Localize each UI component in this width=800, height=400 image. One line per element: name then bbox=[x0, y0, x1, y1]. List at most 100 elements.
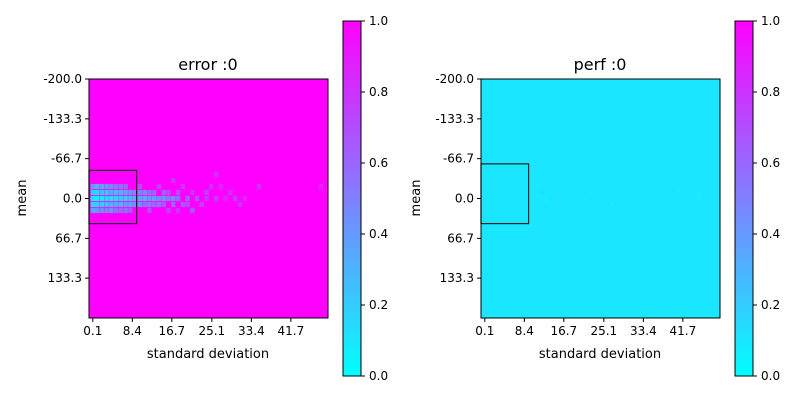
y-tick-label: 66.7 bbox=[55, 231, 82, 245]
heatmap-cell bbox=[142, 201, 147, 208]
heatmap-cell bbox=[204, 195, 209, 202]
heatmap-cell bbox=[94, 201, 100, 208]
colorbar: 0.0 0.2 0.4 0.6 0.8 1.0 bbox=[342, 14, 388, 383]
y-tick-label: -200.0 bbox=[43, 72, 82, 86]
heatmap-cell bbox=[152, 195, 157, 202]
x-axis: 0.1 8.4 16.7 25.1 33.4 41.7 bbox=[83, 318, 304, 338]
y-tick-label: 0.0 bbox=[455, 192, 474, 206]
heatmap-cell bbox=[99, 207, 105, 214]
colorbar-tick-label: 0.2 bbox=[761, 298, 780, 312]
heatmap-cell bbox=[123, 207, 128, 214]
heatmap-cell bbox=[199, 201, 205, 208]
heatmap-cell bbox=[118, 189, 124, 196]
heatmap-cell bbox=[185, 195, 190, 202]
colorbar-tick-label: 0.6 bbox=[369, 156, 388, 170]
y-tick-label: -133.3 bbox=[43, 112, 82, 126]
heatmap-cell bbox=[123, 189, 128, 196]
heatmap-cell bbox=[161, 195, 166, 202]
heatmap-cell bbox=[156, 201, 162, 208]
heatmap-cell bbox=[90, 207, 96, 214]
x-axis-label: standard deviation bbox=[539, 347, 661, 362]
heatmap-cell bbox=[94, 189, 100, 196]
heatmap-cell bbox=[185, 201, 190, 208]
heatmap-cell bbox=[99, 201, 105, 208]
heatmap-cell bbox=[175, 195, 181, 202]
heatmap-cell bbox=[147, 189, 152, 196]
colorbar-tick-label: 0.8 bbox=[369, 85, 388, 99]
heatmap-cell bbox=[137, 189, 143, 196]
heatmap-cell bbox=[180, 201, 185, 208]
heatmap-cell bbox=[137, 183, 143, 190]
heatmap-cell bbox=[237, 201, 243, 208]
x-axis: 0.1 8.4 16.7 25.1 33.4 41.7 bbox=[475, 318, 696, 338]
colorbar-tick-label: 0.6 bbox=[761, 156, 780, 170]
colorbar-tick-label: 0.0 bbox=[369, 369, 388, 383]
heatmap-cell bbox=[171, 201, 176, 208]
heatmap-cell bbox=[147, 201, 152, 208]
heatmap-cell bbox=[166, 189, 171, 196]
heatmap-cell bbox=[94, 195, 100, 202]
colorbar-gradient bbox=[735, 21, 753, 376]
x-tick-label: 8.4 bbox=[515, 324, 534, 338]
heatmap-cell bbox=[118, 207, 124, 214]
y-tick-label: 133.3 bbox=[440, 271, 474, 285]
heatmap-cell bbox=[147, 207, 152, 214]
heatmap-cell bbox=[94, 183, 100, 190]
y-tick-label: -66.7 bbox=[443, 152, 474, 166]
heatmap-cell bbox=[99, 183, 105, 190]
heatmap-cell bbox=[175, 189, 181, 196]
x-tick-label: 41.7 bbox=[278, 324, 305, 338]
chart-panel-error: error :0 0.1 8.4 16.7 25.1 33.4 41.7 -200.0 -1… bbox=[15, 14, 388, 383]
heatmap-cells bbox=[481, 79, 720, 318]
colorbar-tick-label: 0.4 bbox=[369, 227, 388, 241]
heatmap-cell bbox=[242, 195, 247, 202]
heatmap-cell bbox=[152, 201, 157, 208]
heatmap-cell bbox=[137, 195, 143, 202]
heatmap-cell bbox=[142, 195, 147, 202]
heatmap-cell bbox=[147, 195, 152, 202]
heatmap-cell bbox=[90, 201, 96, 208]
heatmap-cell bbox=[132, 201, 138, 208]
heatmap-cell bbox=[213, 172, 219, 178]
heatmap-cell bbox=[161, 201, 166, 208]
colorbar-gradient bbox=[343, 21, 361, 376]
heatmap-cell bbox=[534, 192, 539, 199]
x-tick-label: 16.7 bbox=[158, 324, 185, 338]
heatmap-cell bbox=[180, 183, 185, 190]
heatmap-cell bbox=[194, 195, 200, 202]
heatmap-cell bbox=[99, 195, 105, 202]
heatmap-cell bbox=[123, 201, 128, 208]
y-tick-label: -133.3 bbox=[435, 112, 474, 126]
chart-panel-perf: perf :0 0.1 8.4 16.7 25.1 33.4 41.7 -200.0 -13… bbox=[409, 14, 780, 383]
x-tick-label: 33.4 bbox=[238, 324, 265, 338]
heatmap-cell bbox=[209, 183, 214, 190]
heatmap-cell bbox=[109, 183, 114, 190]
y-axis-label: mean bbox=[409, 180, 424, 217]
colorbar-tick-label: 1.0 bbox=[761, 14, 780, 28]
heatmap-cell bbox=[677, 188, 682, 194]
heatmap-cell bbox=[175, 207, 181, 214]
colorbar-tick-label: 0.4 bbox=[761, 227, 780, 241]
heatmap-cell bbox=[544, 197, 549, 203]
heatmap-cell bbox=[123, 195, 128, 202]
colorbar-ticks: 0.0 0.2 0.4 0.6 0.8 1.0 bbox=[361, 14, 388, 383]
heatmap-cell bbox=[223, 195, 228, 202]
heatmap-cell bbox=[161, 189, 166, 196]
heatmap-cell bbox=[104, 183, 109, 190]
y-axis: -200.0 -133.3 -66.7 0.0 66.7 133.3 bbox=[43, 72, 89, 285]
heatmap-cell bbox=[213, 195, 219, 202]
heatmap-cell bbox=[539, 188, 544, 194]
heatmap-cell bbox=[113, 195, 119, 202]
heatmap-background bbox=[481, 79, 720, 318]
heatmap-cell bbox=[118, 183, 124, 190]
heatmap-cell bbox=[118, 195, 124, 202]
heatmap-cell bbox=[113, 201, 119, 208]
heatmap-cell bbox=[113, 207, 119, 214]
colorbar-tick-label: 1.0 bbox=[369, 14, 388, 28]
heatmap-cell bbox=[128, 189, 133, 196]
heatmap-cell bbox=[132, 195, 138, 202]
heatmap-cell bbox=[109, 201, 114, 208]
heatmap-cell bbox=[166, 195, 171, 202]
heatmap-cells bbox=[89, 79, 328, 318]
